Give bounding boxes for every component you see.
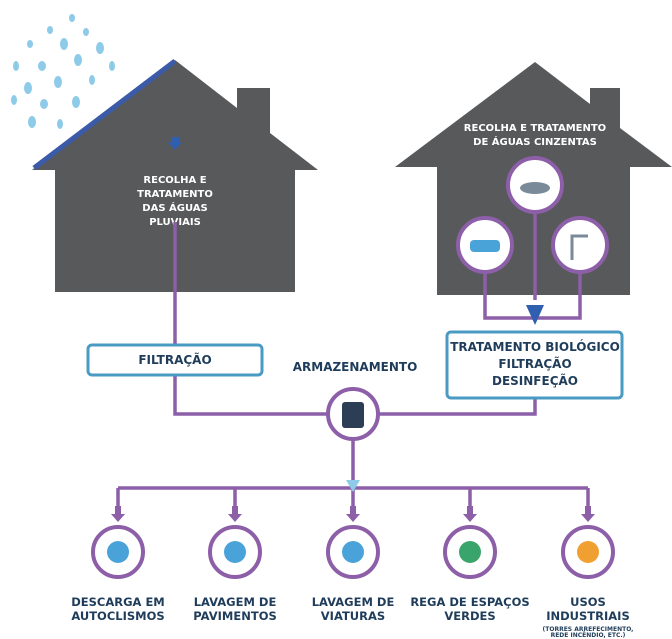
bath: [470, 240, 500, 252]
use-label: INDUSTRIAIS: [546, 609, 630, 623]
label: RECOLHA E TRATAMENTO: [464, 123, 606, 134]
arrow: [346, 480, 360, 492]
use-label: LAVAGEM DE: [194, 595, 277, 609]
arrow: [171, 137, 179, 143]
rain-drops: [11, 14, 115, 129]
shower-icon: [553, 218, 607, 272]
arrow: [350, 506, 356, 515]
tank: [342, 402, 364, 428]
use-label: DESCARGA EM: [71, 595, 165, 609]
arrow: [463, 514, 477, 522]
label: TRATAMENTO BIOLÓGICO: [450, 339, 620, 354]
use-label: PAVIMENTOS: [193, 609, 277, 623]
icon: [107, 541, 129, 563]
arrow: [581, 514, 595, 522]
arrow: [111, 514, 125, 522]
label: DE ÁGUAS CINZENTAS: [473, 135, 597, 148]
use-label: LAVAGEM DE: [312, 595, 395, 609]
use-label: VIATURAS: [321, 609, 385, 623]
arrow: [232, 506, 238, 515]
label: FILTRAÇÃO: [138, 352, 211, 367]
use-label: AUTOCLISMOS: [71, 609, 164, 623]
diagram: RECOLHA E TRATAMENTO DAS ÁGUAS PLUVIAIS …: [0, 0, 672, 639]
label: DESINFEÇÃO: [492, 373, 578, 388]
pipe: [118, 440, 588, 510]
label: DAS ÁGUAS: [142, 201, 207, 214]
arrow: [346, 514, 360, 522]
arrow: [526, 305, 544, 325]
use-label: VERDES: [444, 609, 495, 623]
use-note: REDE INCÊNDIO, ETC.): [551, 631, 626, 639]
icon: [577, 541, 599, 563]
icon: [224, 541, 246, 563]
label: RECOLHA E: [143, 175, 206, 186]
use-label: USOS: [570, 595, 606, 609]
icon: [459, 541, 481, 563]
label: TRATAMENTO: [137, 189, 213, 200]
arrow: [467, 506, 473, 515]
arrow: [228, 514, 242, 522]
arrow: [115, 506, 121, 515]
arrow: [585, 506, 591, 515]
use-label: REGA DE ESPAÇOS: [410, 595, 529, 609]
icon: [342, 541, 364, 563]
sink: [520, 182, 550, 194]
label: ARMAZENAMENTO: [293, 360, 418, 374]
label: FILTRAÇÃO: [498, 356, 571, 371]
